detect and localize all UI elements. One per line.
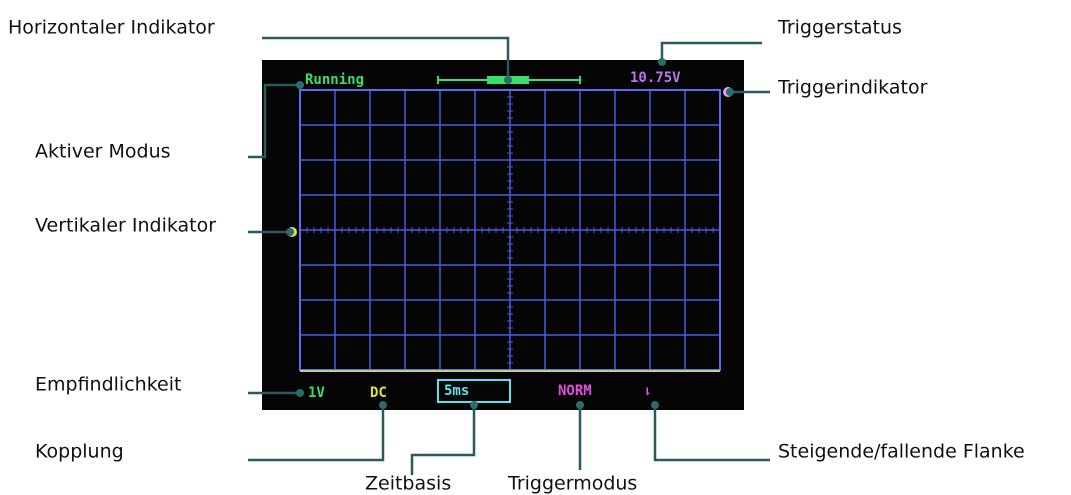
- timebase-text: 5ms: [444, 383, 469, 399]
- callout-label: Horizontaler Indikator: [8, 17, 215, 39]
- callout-label: Triggerstatus: [777, 17, 902, 39]
- callout-label: Vertikaler Indikator: [35, 215, 216, 237]
- diagram: Running 10.75V 1V DC 5ms NORM ⇂ Horizont…: [0, 0, 1071, 495]
- trigger-status-text: 10.75V: [630, 70, 681, 86]
- trigger-mode-text: NORM: [558, 383, 592, 399]
- mode-text: Running: [305, 72, 364, 88]
- callout-label: Steigende/fallende Flanke: [778, 441, 1025, 463]
- callout-label: Empfindlichkeit: [35, 374, 181, 396]
- edge-text: ⇂: [643, 383, 651, 399]
- callout-label: Zeitbasis: [365, 473, 451, 495]
- callout-label: Triggermodus: [507, 473, 637, 495]
- callout-label: Triggerindikator: [777, 77, 928, 99]
- callout-label: Kopplung: [35, 441, 124, 463]
- callout-label: Aktiver Modus: [35, 141, 171, 163]
- sensitivity-text: 1V: [308, 385, 325, 401]
- coupling-text: DC: [370, 385, 387, 401]
